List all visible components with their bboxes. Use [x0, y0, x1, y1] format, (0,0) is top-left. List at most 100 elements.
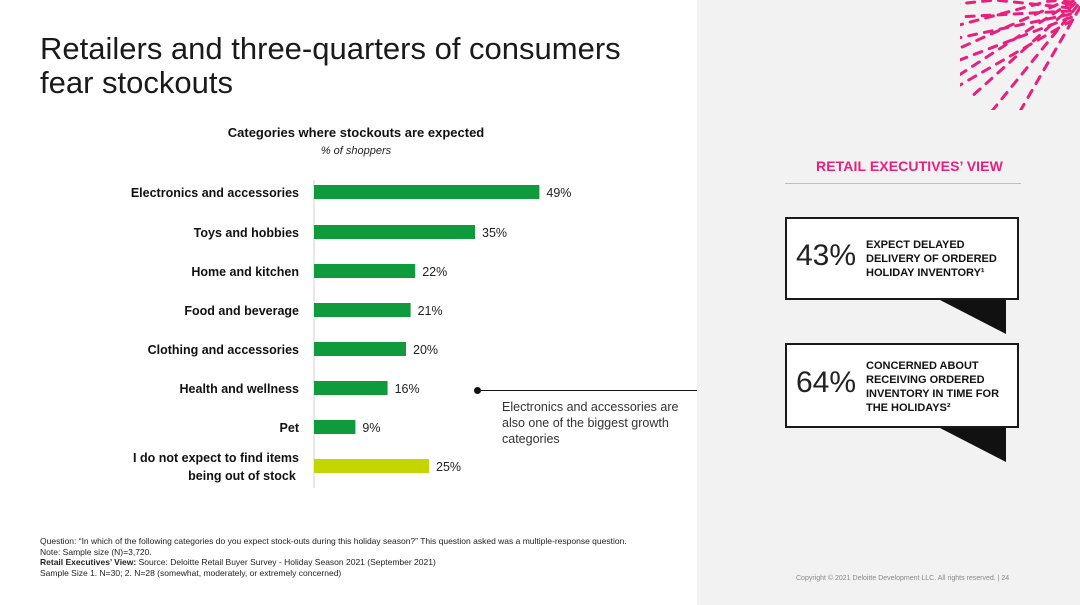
decorative-ray-dash [1050, 28, 1059, 39]
decorative-ray-dash [972, 87, 982, 96]
decorative-ray-dash [1074, 5, 1080, 16]
decorative-ray-dash [1028, 2, 1040, 7]
decorative-ray-dash [981, 0, 993, 3]
decorative-ray-dash [1012, 0, 1024, 5]
chart-bar [314, 225, 475, 239]
decorative-ray-dash [1034, 75, 1042, 86]
chart-bar [314, 185, 540, 199]
chart-bar [314, 459, 429, 473]
decorative-ray-dash [1036, 34, 1047, 42]
decorative-ray-dash [989, 29, 1001, 36]
stat-value: 43% [796, 239, 857, 272]
decorative-ray-dash [1042, 61, 1050, 72]
decorative-ray-dash [1008, 55, 1018, 64]
chart-category-label: Clothing and accessories [148, 343, 299, 357]
decorative-ray-dash [1064, 18, 1075, 26]
decorative-ray-dash [984, 51, 995, 60]
decorative-ray-dash [972, 50, 984, 56]
decorative-ray-dash [981, 66, 992, 74]
decorative-ray-dash [1060, 5, 1072, 10]
decorative-ray-dash [1018, 102, 1026, 110]
decorative-ray-dash [984, 14, 995, 20]
decorative-ray-dash [1000, 91, 1009, 101]
chart-value-label: 20% [413, 343, 438, 357]
decorative-ray-dash [1010, 78, 1019, 88]
decorative-ray-dash [960, 69, 968, 77]
decorative-ray-dash [1014, 22, 1025, 28]
decorative-ray-dash [960, 55, 969, 62]
decorative-ray-dash [1022, 42, 1033, 50]
decorative-ray-dash [1019, 16, 1030, 23]
decorative-ray-dash [984, 76, 994, 86]
decorative-ray-dash [997, 42, 1008, 51]
bar-chart: 49% Electronics and accessories 35% Toys an… [131, 180, 571, 488]
chart-title: Categories where stockouts are expected [227, 125, 485, 140]
chart-value-label: 35% [482, 226, 507, 240]
chart-category-label: Pet [280, 421, 300, 435]
footnote-sample: Sample Size 1. N=30; 2. N=28 (somewhat, … [40, 567, 342, 578]
callout-connector-line [480, 390, 697, 391]
decorative-ray-dash [987, 44, 999, 51]
chart-value-label: 9% [362, 421, 380, 435]
chart-category-label: Electronics and accessories [131, 186, 299, 200]
decorative-ray-dash [1017, 32, 1029, 39]
decorative-ray-dash [1047, 21, 1058, 28]
footnote-source-label: Retail Executives’ View: [40, 557, 137, 568]
chart-bar [314, 342, 406, 356]
decorative-ray-dash [1061, 12, 1072, 18]
decorative-ray-dash [1024, 25, 1035, 33]
page-title: Retailers and three-quarters of consumer… [40, 31, 621, 100]
stat-card-delayed-delivery: 43% EXPECT DELAYED DELIVERY OF ORDERED H… [785, 217, 1019, 300]
decorative-ray-dash [998, 25, 1010, 31]
decorative-ray-dash [965, 0, 977, 5]
decorative-ray-dash [1058, 33, 1066, 44]
chart-category-label: Health and wellness [180, 382, 300, 396]
chart-category-label: I do not expect to find items being out o… [133, 451, 299, 483]
decorative-ray-dash [1038, 16, 1048, 25]
footnotes: Question: “In which of the following cat… [40, 536, 680, 578]
decorative-ray-dash [1040, 41, 1049, 51]
chart-value-label: 21% [418, 304, 443, 318]
chart-bar [314, 381, 388, 395]
decorative-ray-dash [960, 82, 964, 87]
decorative-ray-dash [1032, 34, 1041, 43]
decorative-ray-dash [1032, 27, 1043, 34]
decorative-ray-dash [1030, 53, 1039, 63]
decorative-ray-dash [960, 42, 971, 49]
decorative-ray-dash [994, 58, 1005, 66]
decorative-ray-dash [975, 35, 986, 42]
decorative-rays-icon [960, 0, 1080, 110]
speech-pointer-icon [940, 300, 1006, 334]
callout-dot [474, 387, 481, 394]
decorative-ray-dash [967, 32, 979, 38]
speech-pointer-icon [940, 428, 1006, 462]
stat-value: 64% [796, 366, 857, 399]
footnote-source: Retail Executives’ View: Source: Deloitt… [40, 557, 680, 568]
stat-description: EXPECT DELAYED DELIVERY OF ORDERED HOLID… [866, 239, 997, 279]
copyright: Copyright © 2021 Deloitte Development LL… [796, 575, 1010, 582]
decorative-ray-dash [990, 103, 999, 110]
decorative-ray-dash [971, 60, 981, 68]
decorative-ray-dash [1002, 38, 1014, 45]
decorative-ray-dash [982, 29, 994, 34]
chart-category-label: Food and beverage [184, 304, 299, 318]
decorative-ray-dash [1050, 26, 1061, 34]
footnote-note: Note: Sample size (N)=3,720. [40, 546, 152, 557]
decorative-ray-dash [960, 22, 964, 27]
chart-subtitle: % of shoppers [320, 145, 392, 157]
decorative-ray-dash [997, 0, 1008, 3]
footnote-question: Question: “In which of the following cat… [40, 536, 627, 546]
footnote-source-text: Source: Deloitte Retail Buyer Survey - H… [136, 557, 436, 568]
decorative-ray-dash [1015, 6, 1026, 12]
decorative-ray-dash [996, 66, 1006, 75]
decorative-ray-dash [1020, 66, 1029, 76]
decorative-ray-dash [1045, 0, 1057, 3]
chart-bar [314, 303, 411, 317]
decorative-ray-dash [1050, 47, 1058, 58]
decorative-ray-dash [967, 74, 978, 82]
exec-view-heading: RETAIL EXECUTIVES’ VIEW [816, 158, 1003, 174]
executive-view-panel [697, 0, 1080, 605]
decorative-ray-dash [1062, 15, 1073, 22]
chart-bar [314, 264, 416, 278]
chart-value-label: 25% [436, 460, 461, 474]
